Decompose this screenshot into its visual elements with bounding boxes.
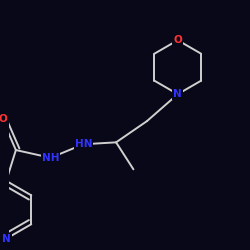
Text: HN: HN (74, 139, 92, 149)
Text: O: O (173, 35, 182, 45)
Text: N: N (2, 234, 10, 244)
Text: N: N (173, 89, 182, 99)
Text: O: O (0, 114, 7, 124)
Text: NH: NH (42, 153, 59, 163)
